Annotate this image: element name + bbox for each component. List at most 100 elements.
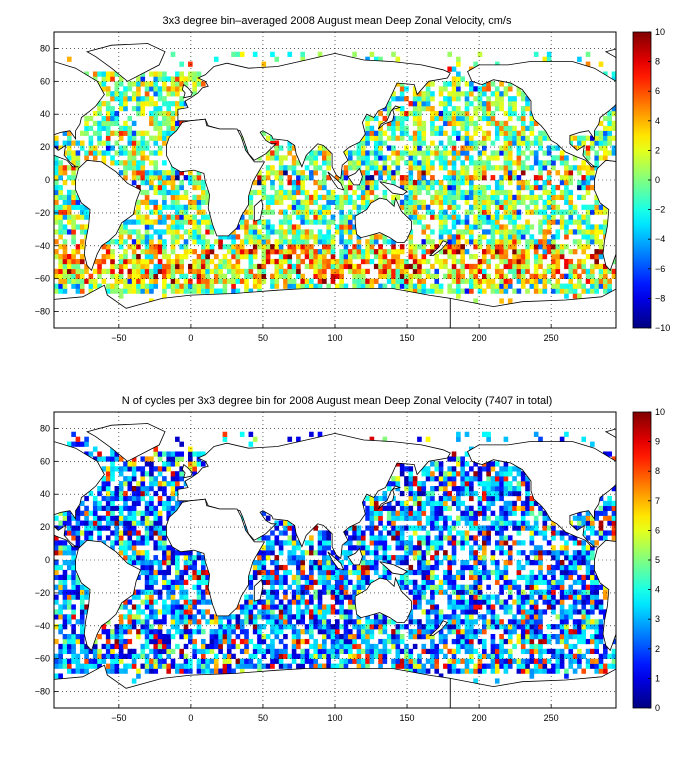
bin-cell: [213, 263, 219, 270]
y-tick-label: −60: [35, 274, 50, 284]
bin-cell: [490, 244, 496, 250]
bin-cell: [196, 555, 202, 561]
bin-cell: [291, 194, 297, 201]
bin-cell: [339, 214, 344, 220]
bin-cell: [503, 574, 509, 581]
bin-cell: [373, 254, 379, 260]
bin-cell: [192, 249, 197, 255]
bin-cell: [456, 180, 461, 186]
bin-cell: [490, 668, 496, 674]
bin-cell: [590, 209, 595, 215]
bin-cell: [170, 263, 176, 270]
bin-cell: [209, 619, 215, 625]
bin-cell: [469, 86, 474, 92]
bin-cell: [512, 579, 517, 585]
bin-cell: [261, 278, 267, 284]
bin-cell: [339, 604, 344, 610]
bin-cell: [231, 249, 236, 255]
bin-cell: [58, 170, 63, 176]
bin-cell: [300, 560, 306, 566]
bin-cell: [594, 663, 599, 669]
bin-cell: [261, 130, 267, 136]
bin-cell: [365, 619, 370, 625]
bin-cell: [417, 560, 422, 566]
bin-cell: [577, 214, 582, 220]
bin-cell: [382, 574, 388, 581]
bin-cell: [75, 263, 81, 270]
bin-cell: [499, 658, 504, 664]
bin-cell: [79, 239, 85, 245]
bin-cell: [309, 254, 314, 260]
bin-cell: [360, 268, 366, 275]
bin-cell: [503, 135, 509, 141]
bin-cell: [494, 199, 500, 205]
bin-cell: [179, 634, 184, 640]
bin-cell: [213, 254, 219, 260]
bin-cell: [581, 229, 587, 235]
bin-cell: [136, 209, 141, 215]
bin-cell: [118, 653, 124, 659]
bin-cell: [456, 81, 461, 87]
bin-cell: [188, 278, 193, 284]
bin-cell: [399, 648, 405, 655]
bin-cell: [114, 658, 120, 664]
bin-cell: [360, 555, 366, 561]
bin-cell: [572, 668, 578, 674]
bin-cell: [438, 101, 444, 107]
bin-cell: [149, 609, 154, 615]
bin-cell: [529, 584, 535, 590]
bin-cell: [386, 634, 392, 640]
bin-cell: [412, 91, 418, 97]
x-tick-label: −50: [111, 333, 126, 343]
bin-cell: [54, 229, 59, 235]
bin-cell: [75, 258, 81, 265]
bin-cell: [412, 184, 418, 191]
colorbar-tick-label: −10: [655, 323, 670, 333]
bin-cell: [395, 634, 401, 640]
bin-cell: [66, 278, 72, 284]
bin-cell: [412, 594, 418, 600]
bin-cell: [66, 145, 72, 151]
bin-cell: [464, 638, 470, 645]
bin-cell: [196, 81, 202, 87]
bin-cell: [590, 288, 595, 294]
bin-cell: [611, 106, 617, 112]
bin-cell: [170, 175, 176, 181]
bin-cell: [507, 150, 513, 156]
bin-cell: [322, 234, 327, 240]
bin-cell: [309, 229, 314, 235]
bin-cell: [265, 234, 271, 240]
bin-cell: [157, 619, 163, 625]
bin-cell: [322, 663, 327, 669]
bin-cell: [183, 81, 189, 87]
bin-cell: [490, 229, 496, 235]
bin-cell: [140, 76, 146, 82]
bin-cell: [144, 589, 150, 595]
bin-cell: [382, 160, 388, 166]
bin-cell: [140, 609, 146, 615]
bin-cell: [71, 629, 76, 635]
bin-cell: [304, 175, 310, 181]
colorbar-tick-label: 6: [655, 86, 660, 96]
bin-cell: [451, 574, 457, 581]
bin-cell: [291, 234, 297, 240]
bin-cell: [58, 263, 63, 270]
bin-cell: [118, 643, 124, 650]
bin-cell: [291, 589, 297, 595]
bin-cell: [360, 249, 366, 255]
bin-cell: [438, 579, 444, 585]
bin-cell: [157, 249, 163, 255]
bin-cell: [568, 278, 574, 284]
bin-cell: [300, 619, 306, 625]
bin-cell: [464, 150, 470, 156]
bin-cell: [356, 584, 362, 590]
bin-cell: [252, 254, 258, 260]
bin-cell: [291, 155, 297, 161]
bin-cell: [300, 609, 306, 615]
bin-cell: [434, 560, 440, 566]
bin-cell: [162, 135, 167, 141]
bin-cell: [507, 609, 513, 615]
bin-cell: [590, 599, 595, 605]
bin-cell: [520, 604, 526, 610]
bin-cell: [447, 180, 453, 186]
